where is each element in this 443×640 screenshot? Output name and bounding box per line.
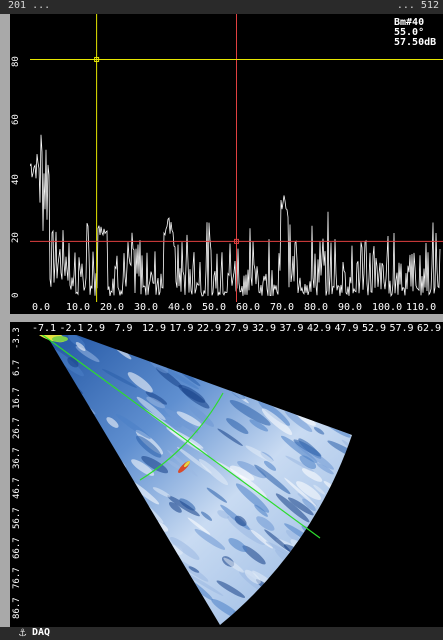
cursor-yellow-handle[interactable]	[94, 56, 100, 62]
beam-gain: 57.50dB	[394, 37, 437, 48]
ascan-x-tick: 80.0	[304, 302, 329, 313]
ascan-trace	[30, 134, 441, 298]
sscan-x-tick: 57.9	[389, 323, 414, 334]
ascan-y-tick: 80	[11, 56, 21, 68]
gate-arc-yellow	[139, 392, 224, 481]
panel-separator[interactable]	[0, 314, 443, 322]
ascan-x-tick: 30.0	[134, 302, 159, 313]
ascan-y-tick: 20	[11, 232, 21, 244]
sscan-x-tick: 32.9	[252, 323, 277, 334]
title-bar: 201 ... ... 512	[0, 0, 443, 14]
sscan-x-tick: 47.9	[334, 323, 359, 334]
sscan-x-tick: 17.9	[169, 323, 194, 334]
beam-number: Bm#40	[394, 17, 425, 28]
ascan-x-tick: 70.0	[270, 302, 295, 313]
title-bar-left-text: 201 ...	[8, 0, 51, 11]
sscan-depth-tick: 26.7	[12, 417, 22, 439]
sscan-depth-tick: 76.7	[12, 567, 22, 589]
sscan-x-tick: 62.9	[417, 323, 442, 334]
ascan-y-tick: 0	[11, 292, 21, 298]
sscan-indications	[34, 335, 191, 473]
sscan-x-tick: 27.9	[224, 323, 249, 334]
sscan-x-tick: 12.9	[142, 323, 167, 334]
probe-icon: ⚓	[18, 628, 27, 639]
status-bar: ⚓ DAQ	[0, 627, 443, 640]
ascan-y-axis: 80 60 40 20 0	[10, 14, 30, 302]
sscan-depth-axis: -3.3 6.7 16.7 26.7 36.7 46.7 56.7 66.7 76.7 86.7	[10, 322, 30, 627]
ascan-x-tick: 0.0	[32, 302, 51, 313]
sscan-depth-tick: 6.7	[12, 359, 22, 377]
ascan-x-tick: 100.0	[372, 302, 403, 313]
sscan-x-tick: 7.9	[114, 323, 133, 334]
sscan-x-tick: -2.1	[59, 323, 84, 334]
ascan-x-tick: 110.0	[406, 302, 437, 313]
sscan-x-tick: 22.9	[197, 323, 222, 334]
sscan-top-axis: -7.1 -2.1 2.9 7.9 12.9 17.9 22.9 27.9 32.9 37.9 42…	[30, 322, 443, 335]
sscan-x-tick: 37.9	[279, 323, 304, 334]
ascan-x-tick: 40.0	[168, 302, 193, 313]
ascan-y-tick: 60	[11, 114, 21, 126]
sscan-x-tick: -7.1	[32, 323, 57, 334]
ascan-x-tick: 90.0	[338, 302, 363, 313]
ascan-x-tick: 10.0	[66, 302, 91, 313]
ascan-x-axis: 0.0 10.0 20.0 30.0 40.0 50.0 60.0 70.0 80.0 90.0 1…	[30, 302, 443, 314]
beam-readout: Bm#40 55.0° 57.50dB	[394, 18, 436, 48]
sscan-depth-tick: 56.7	[12, 507, 22, 529]
sscan-sector-plot[interactable]	[30, 335, 443, 627]
ascan-x-tick: 50.0	[202, 302, 227, 313]
ascan-y-tick: 40	[11, 174, 21, 186]
sscan-x-tick: 2.9	[87, 323, 106, 334]
sscan-sector	[38, 335, 352, 625]
sscan-depth-tick: 16.7	[12, 387, 22, 409]
sscan-x-tick: 42.9	[307, 323, 332, 334]
beam-angle: 55.0°	[394, 27, 425, 38]
sscan-depth-tick: 46.7	[12, 477, 22, 499]
title-bar-right-text: ... 512	[396, 0, 439, 11]
beam-cursor-line[interactable]	[40, 335, 321, 539]
cursor-red-handle[interactable]	[234, 238, 239, 244]
sscan-depth-tick: 86.7	[12, 597, 22, 619]
sscan-x-tick: 52.9	[362, 323, 387, 334]
ascan-x-tick: 60.0	[236, 302, 261, 313]
ascan-waveform-plot[interactable]	[30, 14, 443, 302]
sscan-depth-tick: 66.7	[12, 537, 22, 559]
status-label: DAQ	[32, 627, 51, 638]
ascan-x-tick: 20.0	[100, 302, 125, 313]
sscan-depth-tick: 36.7	[12, 447, 22, 469]
sscan-depth-tick: -3.3	[12, 327, 22, 349]
